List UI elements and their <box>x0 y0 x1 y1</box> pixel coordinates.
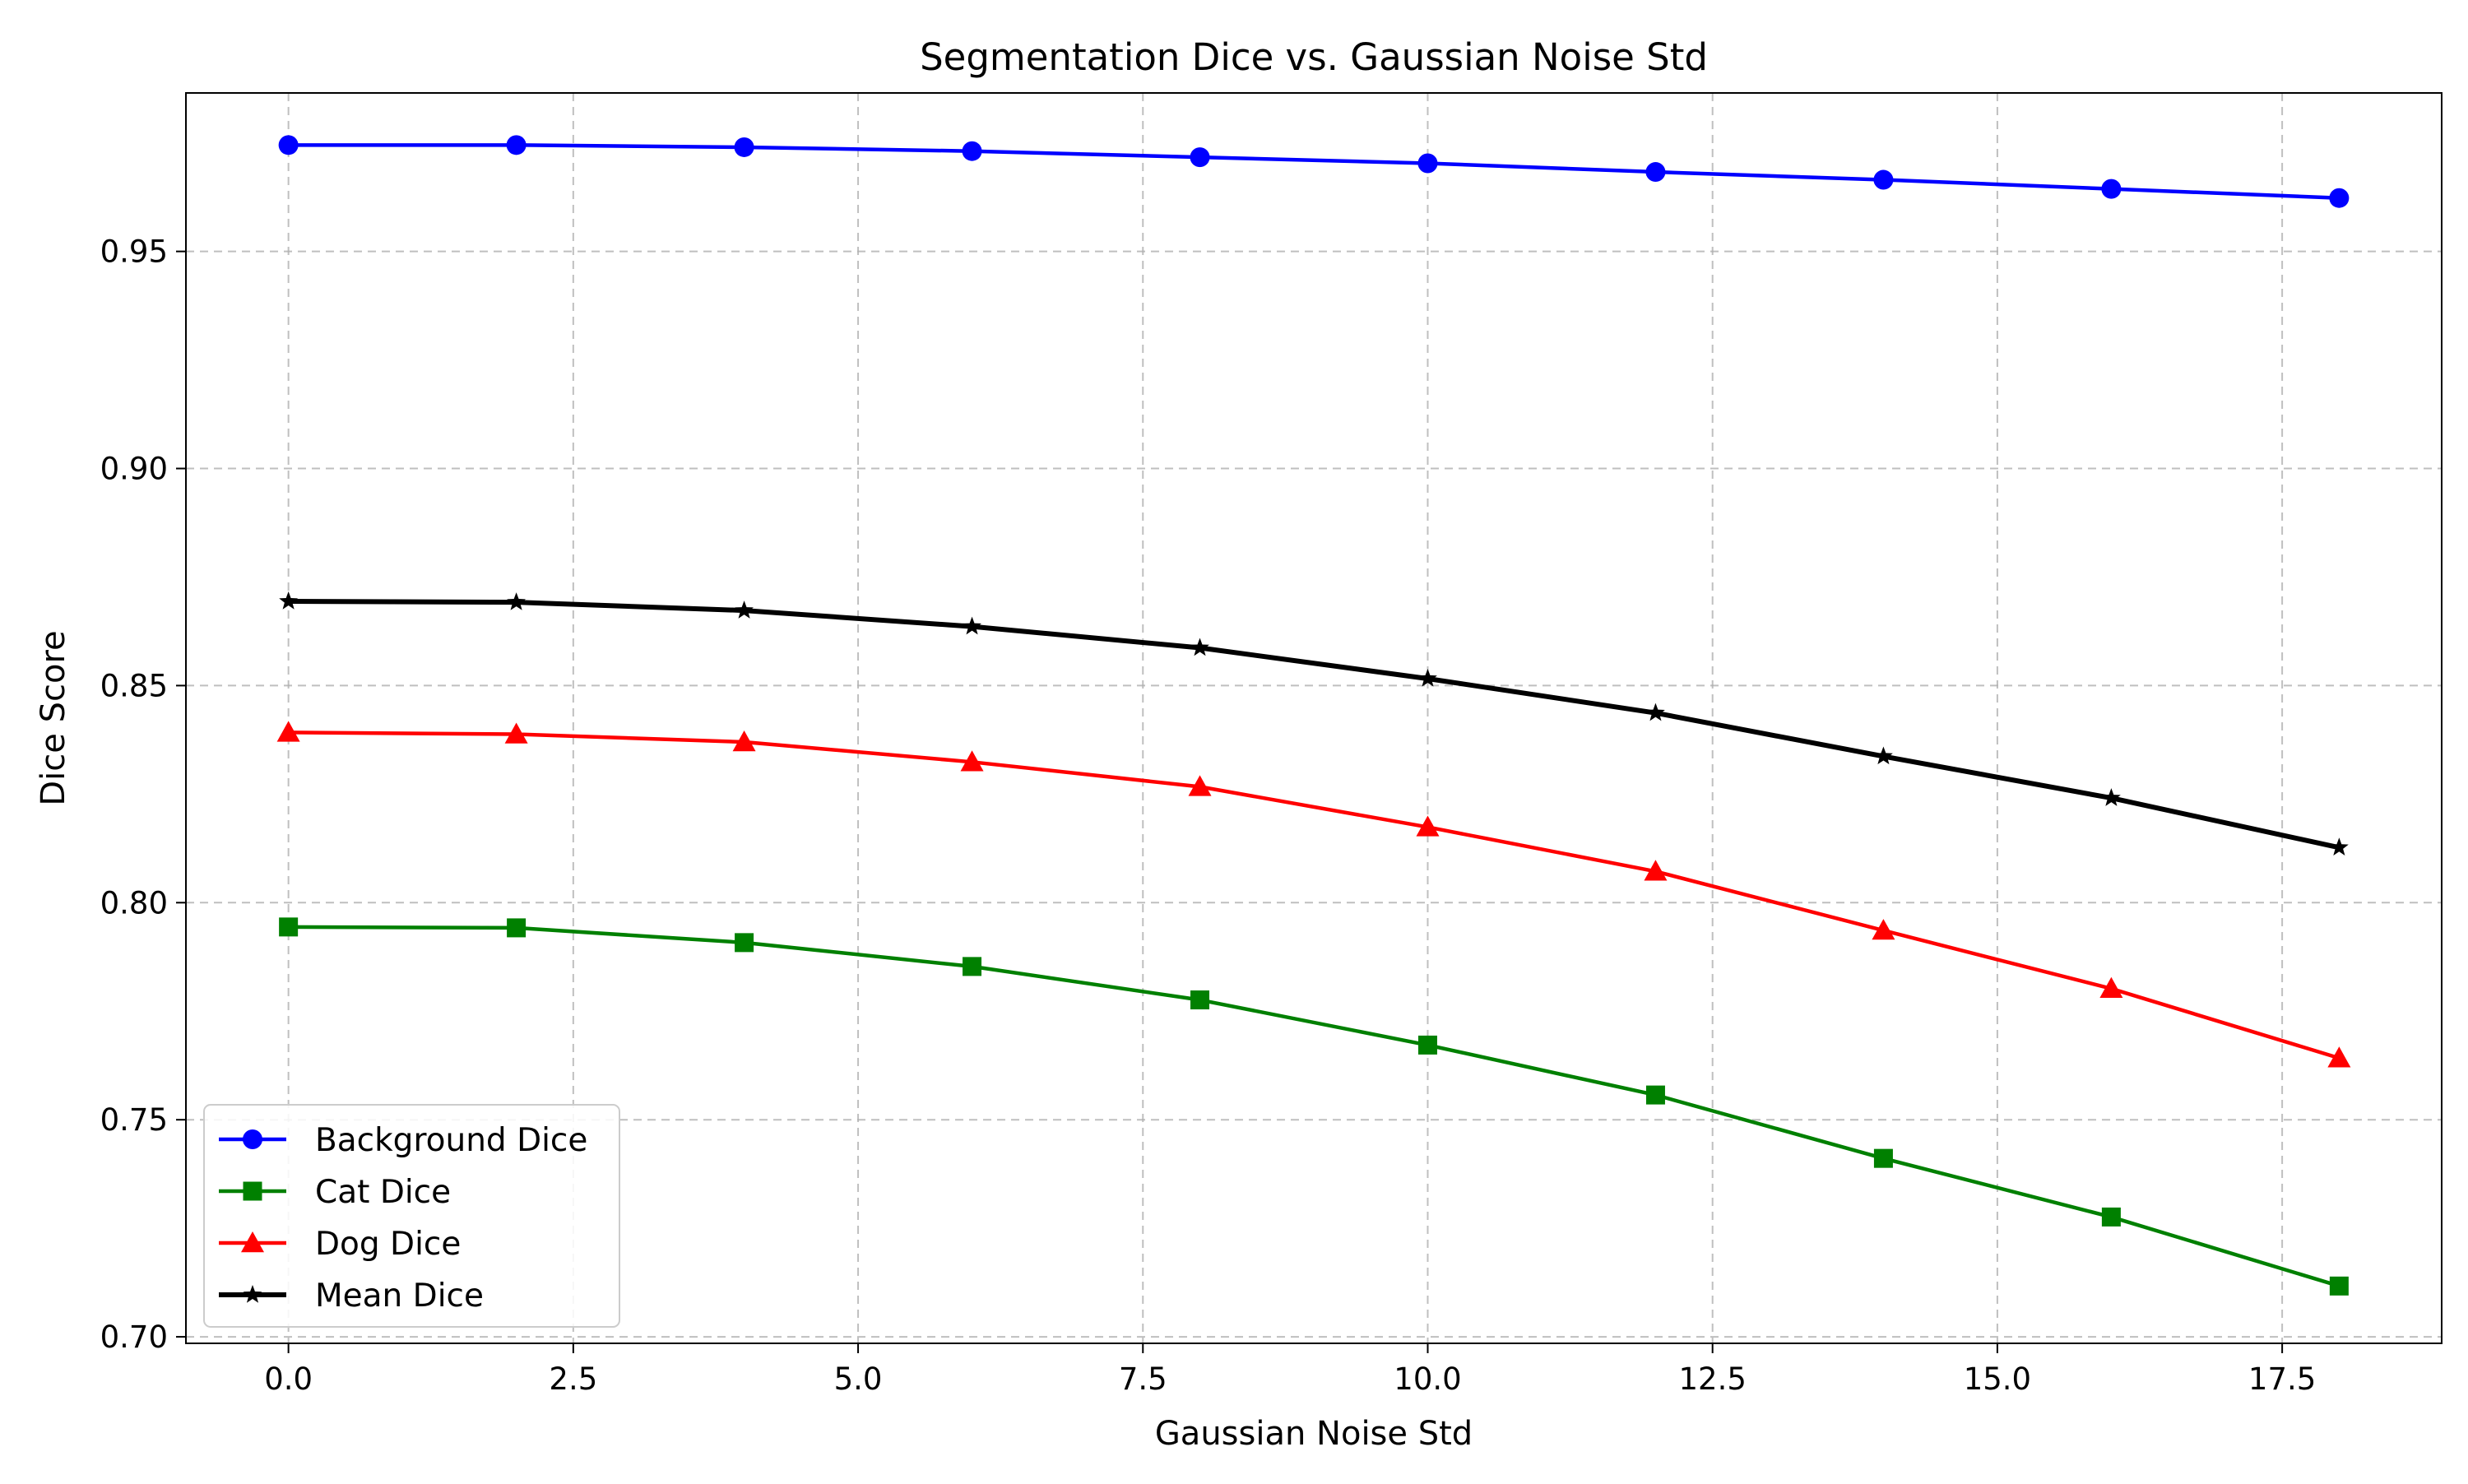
legend-item: Background Dice <box>219 1122 587 1159</box>
legend: Background Dice Cat Dice Dog Dice Mean Dice <box>203 1104 620 1328</box>
data-point <box>2327 1046 2351 1068</box>
axes: 0.0 2.5 5.0 7.5 10.0 12.5 15.0 17.5 0.70 0.75 0.80… <box>100 234 2317 1397</box>
data-point <box>2101 179 2122 199</box>
legend-marker <box>243 1181 262 1201</box>
legend-item: Cat Dice <box>219 1174 451 1211</box>
data-point <box>2101 1207 2121 1227</box>
y-tick-label: 0.90 <box>100 452 168 487</box>
data-point <box>1188 775 1212 796</box>
series-line <box>288 925 2340 1288</box>
legend-item: Mean Dice <box>219 1278 484 1315</box>
data-point <box>1645 1085 1665 1105</box>
data-point <box>2329 188 2350 208</box>
x-tick-label: 10.0 <box>1394 1361 1461 1397</box>
data-point <box>1874 746 1893 765</box>
data-point <box>1416 815 1440 837</box>
data-point <box>2099 976 2123 999</box>
data-point <box>963 957 982 976</box>
data-point <box>507 918 527 938</box>
data-point <box>278 135 299 155</box>
data-point <box>2329 837 2349 856</box>
x-tick-label: 7.5 <box>1119 1361 1167 1397</box>
data-point <box>732 730 756 752</box>
data-point <box>2101 788 2121 806</box>
data-point <box>276 721 300 742</box>
data-point <box>504 722 528 744</box>
legend-marker <box>243 1285 262 1303</box>
series-background-dice <box>278 135 2350 208</box>
data-point <box>2329 1276 2349 1296</box>
legend-item: Dog Dice <box>219 1226 461 1263</box>
legend-label: Mean Dice <box>315 1278 484 1315</box>
y-tick-label: 0.70 <box>100 1319 168 1355</box>
y-tick-label: 0.75 <box>100 1102 168 1138</box>
x-tick-label: 5.0 <box>834 1361 883 1397</box>
y-tick-label: 0.95 <box>100 234 168 270</box>
y-tick-label: 0.85 <box>100 668 168 703</box>
data-point <box>1873 169 1894 190</box>
chart-title: Segmentation Dice vs. Gaussian Noise Std <box>920 35 1708 79</box>
x-tick-label: 15.0 <box>1964 1361 2031 1397</box>
data-point <box>1417 153 1438 174</box>
x-tick-label: 12.5 <box>1679 1361 1747 1397</box>
x-tick-label: 2.5 <box>549 1361 597 1397</box>
data-point <box>1646 703 1665 721</box>
data-point <box>279 591 299 610</box>
data-point <box>1644 860 1668 881</box>
legend-marker <box>243 1129 262 1149</box>
x-tick-label: 0.0 <box>264 1361 313 1397</box>
data-point <box>1417 1035 1437 1055</box>
data-point <box>1873 1148 1893 1168</box>
legend-label: Background Dice <box>315 1122 587 1159</box>
legend-box <box>203 1104 620 1328</box>
y-axis-label: Dice Score <box>35 630 72 805</box>
data-point <box>734 137 754 157</box>
series-line <box>288 730 2340 1060</box>
data-point <box>1872 919 1895 940</box>
data-point <box>1190 990 1210 1010</box>
data-point <box>962 141 982 161</box>
legend-label: Dog Dice <box>315 1226 461 1263</box>
data-point <box>279 917 299 937</box>
data-point <box>735 601 754 619</box>
x-axis-label: Gaussian Noise Std <box>1155 1415 1473 1453</box>
series-line <box>288 599 2340 851</box>
x-tick-label: 17.5 <box>2248 1361 2316 1397</box>
legend-label: Cat Dice <box>315 1174 451 1211</box>
series-layer <box>276 135 2351 1296</box>
y-tick-label: 0.80 <box>100 885 168 921</box>
data-point <box>1190 638 1209 656</box>
data-point <box>963 616 981 635</box>
data-point <box>960 750 984 772</box>
data-point <box>507 592 527 610</box>
series-dog-dice <box>276 721 2351 1068</box>
data-point <box>735 933 754 953</box>
data-point <box>506 135 527 155</box>
series-line <box>288 143 2340 200</box>
data-point <box>1645 162 1666 183</box>
plot-frame <box>185 92 2442 1344</box>
series-mean-dice <box>279 591 2349 856</box>
legend-marker <box>241 1231 264 1253</box>
data-point <box>1418 668 1437 687</box>
series-cat-dice <box>279 917 2349 1296</box>
data-point <box>1190 147 1210 168</box>
